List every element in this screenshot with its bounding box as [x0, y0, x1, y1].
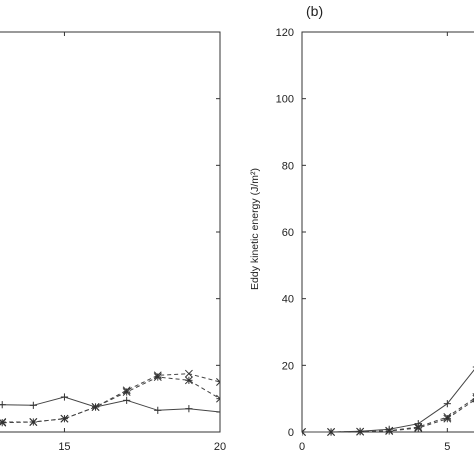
series-line-2 — [0, 373, 220, 423]
x-tick-label: 15 — [58, 441, 70, 453]
data-point-cross — [184, 369, 193, 378]
data-point-star — [60, 414, 69, 423]
plot-frame — [301, 31, 474, 433]
data-point-star — [184, 376, 193, 385]
data-point-star — [443, 414, 452, 423]
data-point-star — [414, 424, 423, 432]
panel-a: 15 20 — [0, 31, 226, 453]
series-line-1 — [302, 369, 474, 433]
series-line-3 — [302, 399, 474, 433]
series-group — [0, 369, 220, 427]
data-point-star — [302, 428, 306, 436]
x-tick-label: 20 — [214, 441, 226, 453]
y-tick-label: 60 — [282, 227, 294, 239]
y-tick-label: 100 — [276, 94, 294, 106]
data-point-star — [385, 427, 394, 435]
panel-label: (b) — [306, 3, 323, 19]
data-point-plus — [123, 396, 131, 404]
data-point-plus — [0, 401, 6, 409]
data-point-plus — [443, 400, 451, 408]
y-tick-label: 20 — [282, 360, 294, 372]
y-tick-label: 0 — [288, 427, 294, 439]
data-point-plus — [216, 408, 220, 416]
panel-b: 0 20 40 60 80 100 120 0 5 (b) Eddy kinetic energy … — [249, 3, 474, 453]
data-point-star — [91, 403, 100, 411]
x-tick-label: 5 — [444, 441, 450, 453]
data-point-star — [153, 373, 162, 381]
y-axis-label: Eddy kinetic energy (J/m²) — [249, 168, 261, 290]
data-point-cross — [216, 378, 220, 386]
data-point-star — [216, 394, 220, 403]
y-tick-label: 80 — [282, 160, 294, 172]
data-point-star — [356, 427, 365, 436]
data-point-star — [0, 418, 7, 427]
x-tick-label: 0 — [299, 441, 305, 453]
data-point-plus — [154, 406, 162, 414]
series-group — [302, 366, 474, 436]
data-point-star — [327, 428, 336, 436]
data-point-plus — [29, 401, 37, 409]
data-point-plus — [185, 405, 193, 413]
data-point-star — [122, 388, 131, 396]
y-tick-label: 120 — [276, 27, 294, 39]
series-line-2 — [302, 398, 474, 433]
data-point-plus — [60, 393, 69, 401]
series-line-3 — [0, 376, 220, 424]
y-tick-label: 40 — [282, 294, 294, 306]
series-line-1 — [0, 396, 220, 413]
data-point-star — [29, 418, 38, 426]
